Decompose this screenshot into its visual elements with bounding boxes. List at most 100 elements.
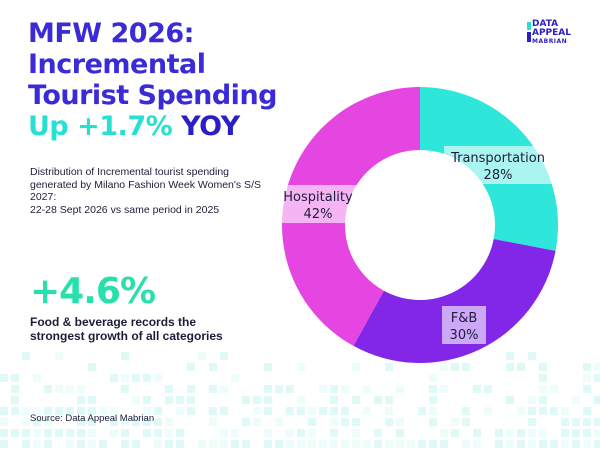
slice-value-label: 42%	[304, 207, 333, 222]
logo-text-2: APPEAL	[532, 28, 572, 38]
bg-pixel	[0, 429, 8, 437]
bg-pixel	[528, 407, 536, 415]
bg-pixel	[363, 385, 371, 393]
bg-pixel	[77, 407, 85, 415]
bg-pixel	[385, 407, 393, 415]
bg-pixel	[77, 385, 85, 393]
bg-pixel	[462, 407, 470, 415]
slice-value-label: 28%	[484, 168, 513, 183]
bg-pixel	[220, 385, 228, 393]
bg-pixel	[165, 385, 173, 393]
bg-pixel	[594, 396, 600, 404]
bg-pixel	[143, 429, 151, 437]
bg-pixel	[88, 440, 96, 448]
bg-pixel	[165, 418, 173, 426]
bg-pixel	[220, 352, 228, 360]
bg-pixel	[165, 429, 173, 437]
title-growth: Up +1.7%	[28, 111, 173, 142]
bg-pixel	[77, 440, 85, 448]
bg-pixel	[198, 440, 206, 448]
bg-pixel	[187, 363, 195, 371]
page-title: MFW 2026: Incremental Tourist Spending U…	[28, 18, 278, 142]
bg-pixel	[528, 418, 536, 426]
source-note: Source: Data Appeal Mabrian	[30, 413, 155, 424]
bg-pixel	[11, 396, 19, 404]
bg-pixel	[66, 440, 74, 448]
bg-pixel	[429, 440, 437, 448]
bg-pixel	[385, 396, 393, 404]
bg-pixel	[385, 418, 393, 426]
bg-pixel	[143, 407, 151, 415]
bg-pixel	[99, 440, 107, 448]
bg-pixel	[264, 385, 272, 393]
bg-pixel	[341, 385, 349, 393]
slice-label-background	[278, 185, 358, 223]
bg-pixel	[22, 418, 30, 426]
bg-pixel	[297, 429, 305, 437]
bg-pixel	[297, 407, 305, 415]
bg-pixel	[352, 396, 360, 404]
bg-pixel	[231, 440, 239, 448]
bg-pixel	[154, 418, 162, 426]
bg-pixel	[264, 440, 272, 448]
bg-pixel	[231, 429, 239, 437]
bg-pixel	[440, 385, 448, 393]
bg-pixel	[88, 407, 96, 415]
bg-pixel	[352, 418, 360, 426]
bg-pixel	[44, 385, 52, 393]
bg-pixel	[88, 363, 96, 371]
bg-pixel	[341, 418, 349, 426]
bg-pixel	[495, 440, 503, 448]
description-line-1: Distribution of Incremental tourist spen…	[30, 166, 261, 203]
highlight-text-line-2: strongest growth of all categories	[30, 329, 223, 343]
bg-pixel	[275, 418, 283, 426]
description-line-2: 22-28 Sept 2026 vs same period in 2025	[30, 203, 220, 216]
bg-pixel	[330, 440, 338, 448]
bg-pixel	[561, 407, 569, 415]
bg-pixel	[451, 418, 459, 426]
bg-pixel	[330, 407, 338, 415]
bg-pixel	[440, 440, 448, 448]
bg-pixel	[22, 352, 30, 360]
bg-pixel	[385, 363, 393, 371]
bg-pixel	[110, 418, 118, 426]
title-line-2: Incremental	[28, 49, 206, 80]
bg-pixel	[352, 440, 360, 448]
logo-mark-icon	[527, 22, 531, 42]
bg-pixel	[539, 363, 547, 371]
bg-pixel	[319, 407, 327, 415]
bg-pixel	[22, 440, 30, 448]
bg-pixel	[319, 385, 327, 393]
bg-pixel	[209, 407, 217, 415]
slice-hospitality	[282, 87, 420, 346]
bg-pixel	[352, 429, 360, 437]
bg-pixel	[88, 429, 96, 437]
bg-pixel	[297, 440, 305, 448]
slice-label: F&B	[451, 311, 478, 326]
bg-pixel	[66, 385, 74, 393]
bg-pixel	[506, 352, 514, 360]
title-line-3: Tourist Spending	[28, 80, 278, 111]
bg-pixel	[11, 407, 19, 415]
bg-pixel	[0, 440, 8, 448]
bg-pixel	[88, 396, 96, 404]
bg-pixel	[22, 429, 30, 437]
bg-pixel	[176, 407, 184, 415]
bg-pixel	[374, 396, 382, 404]
bg-pixel	[187, 385, 195, 393]
bg-pixel	[176, 396, 184, 404]
bg-pixel	[462, 418, 470, 426]
bg-pixel	[121, 385, 129, 393]
highlight-text: Food & beverage records the strongest gr…	[30, 315, 270, 343]
bg-pixel	[220, 440, 228, 448]
bg-pixel	[308, 418, 316, 426]
bg-pixel	[33, 374, 41, 382]
bg-pixel	[66, 407, 74, 415]
bg-pixel	[506, 363, 514, 371]
bg-pixel	[33, 429, 41, 437]
bg-pixel	[264, 396, 272, 404]
bg-pixel	[231, 374, 239, 382]
bg-pixel	[330, 396, 338, 404]
bg-pixel	[121, 429, 129, 437]
